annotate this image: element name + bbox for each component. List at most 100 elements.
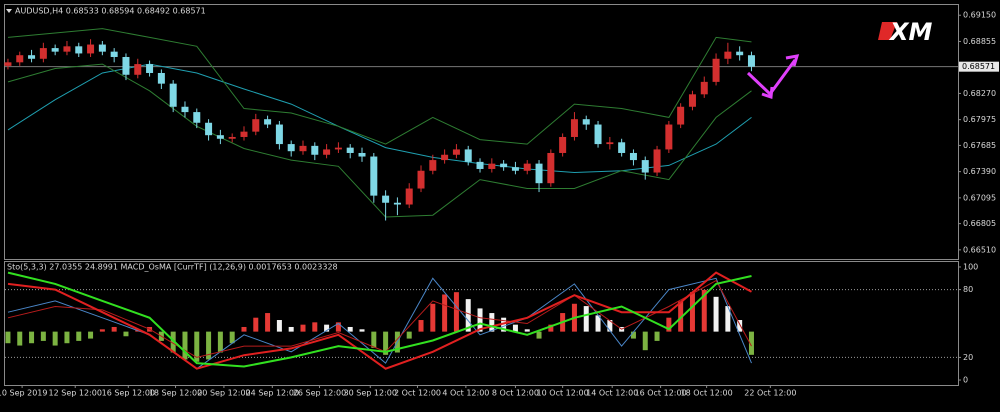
candle-body [382, 195, 390, 203]
histogram-bar [713, 296, 719, 332]
histogram-bar [194, 331, 200, 362]
candle-body [16, 55, 24, 63]
candle-body [98, 44, 106, 52]
histogram-bar [276, 320, 282, 332]
x-tick-label: 10 Sep 2019 [0, 389, 47, 398]
candle-body [87, 44, 95, 54]
candle-body [228, 136, 236, 139]
histogram-bar [17, 331, 23, 346]
x-tick-label: 2 Oct 12:00 [394, 389, 441, 398]
histogram-bar [335, 322, 341, 332]
candle-body [240, 131, 248, 137]
candle-body [157, 72, 165, 84]
y-tick-label: 0.67390 [963, 167, 996, 176]
histogram-bar [324, 324, 330, 332]
histogram-bar [642, 331, 648, 351]
candle-body [629, 152, 637, 161]
x-tick-label: 26 Sep 12:00 [293, 389, 346, 398]
y-tick-label: 0.66510 [963, 245, 996, 254]
candle-body [405, 188, 413, 205]
x-tick-label: 18 Sep 12:00 [149, 389, 202, 398]
candle-body [252, 119, 260, 132]
histogram-bar [548, 324, 554, 332]
logo-mark [878, 22, 897, 40]
collapse-icon[interactable] [6, 9, 12, 13]
indicator-line [7, 277, 752, 370]
candle-body [311, 145, 319, 155]
histogram-bar [737, 320, 743, 332]
candle-body [122, 56, 130, 75]
y-tick-label: 0.69150 [963, 11, 996, 20]
x-tick-label: 8 Oct 12:00 [492, 389, 539, 398]
candle-body [370, 156, 378, 196]
histogram-bar [253, 317, 259, 332]
price-panel [4, 4, 959, 260]
histogram-bar [418, 320, 424, 332]
x-tick-label: 30 Sep 12:00 [344, 389, 397, 398]
histogram-bar [406, 331, 412, 339]
candle-body [134, 64, 142, 75]
candle-body [169, 83, 177, 107]
histogram-bar [29, 331, 35, 344]
candle-body [677, 106, 685, 125]
candle-body [559, 136, 567, 153]
histogram-bar [430, 303, 436, 332]
candle-body [63, 46, 71, 52]
candle-body [287, 144, 295, 152]
candle-body [570, 119, 578, 137]
candle-body [582, 119, 590, 125]
histogram-bar [123, 331, 129, 337]
candle-body [688, 94, 696, 107]
histogram-bar [76, 331, 82, 341]
histogram-bar [666, 317, 672, 332]
candle-body [181, 106, 189, 113]
histogram-bar [5, 331, 11, 344]
histogram-bar [170, 331, 176, 353]
histogram-bar [64, 331, 70, 344]
histogram-bar [689, 292, 695, 332]
histogram-bar [489, 313, 495, 332]
candle-body [393, 202, 401, 205]
histogram-bar [217, 331, 223, 353]
histogram-bar [241, 326, 247, 332]
histogram-bar [347, 326, 353, 332]
candle-body [193, 112, 201, 123]
histogram-bar [654, 331, 660, 341]
last-price-box [959, 61, 999, 72]
candle-body [205, 122, 213, 136]
candle-body [535, 163, 543, 184]
histogram-bar [536, 331, 542, 339]
histogram-bar [583, 306, 589, 332]
candle-body [511, 167, 519, 171]
candle-body [641, 160, 649, 173]
indicator-label: Sto(5,3,3) 27.0355 24.8991 MACD_OsMA [Cu… [7, 263, 338, 272]
candle-body [653, 149, 661, 173]
candle-body [724, 51, 732, 59]
histogram-bar [300, 324, 306, 332]
candle-body [736, 51, 744, 56]
candle-body [747, 55, 755, 67]
histogram-bar [477, 308, 483, 332]
x-tick-label: 14 Oct 12:00 [586, 389, 638, 398]
indicator-line [7, 271, 752, 370]
histogram-bar [229, 331, 235, 344]
histogram-bar [465, 299, 471, 332]
x-tick-label: 22 Oct 12:00 [744, 389, 796, 398]
histogram-bar [288, 326, 294, 332]
candle-body [665, 124, 673, 150]
candle-body [618, 142, 626, 153]
x-tick-label: 10 Oct 12:00 [537, 389, 589, 398]
candle-body [216, 135, 224, 139]
candle-body [417, 170, 425, 189]
indicator-line [7, 28, 752, 145]
candle-body [712, 58, 720, 82]
candle-body [51, 48, 59, 52]
histogram-bar [52, 331, 58, 346]
candle-body [429, 160, 437, 171]
symbol-label: AUDUSD,H4 0.68533 0.68594 0.68492 0.6857… [15, 7, 206, 16]
x-tick-label: 24 Sep 12:00 [246, 389, 299, 398]
x-tick-label: 18 Oct 12:00 [681, 389, 733, 398]
x-tick-label: 4 Oct 12:00 [442, 389, 489, 398]
